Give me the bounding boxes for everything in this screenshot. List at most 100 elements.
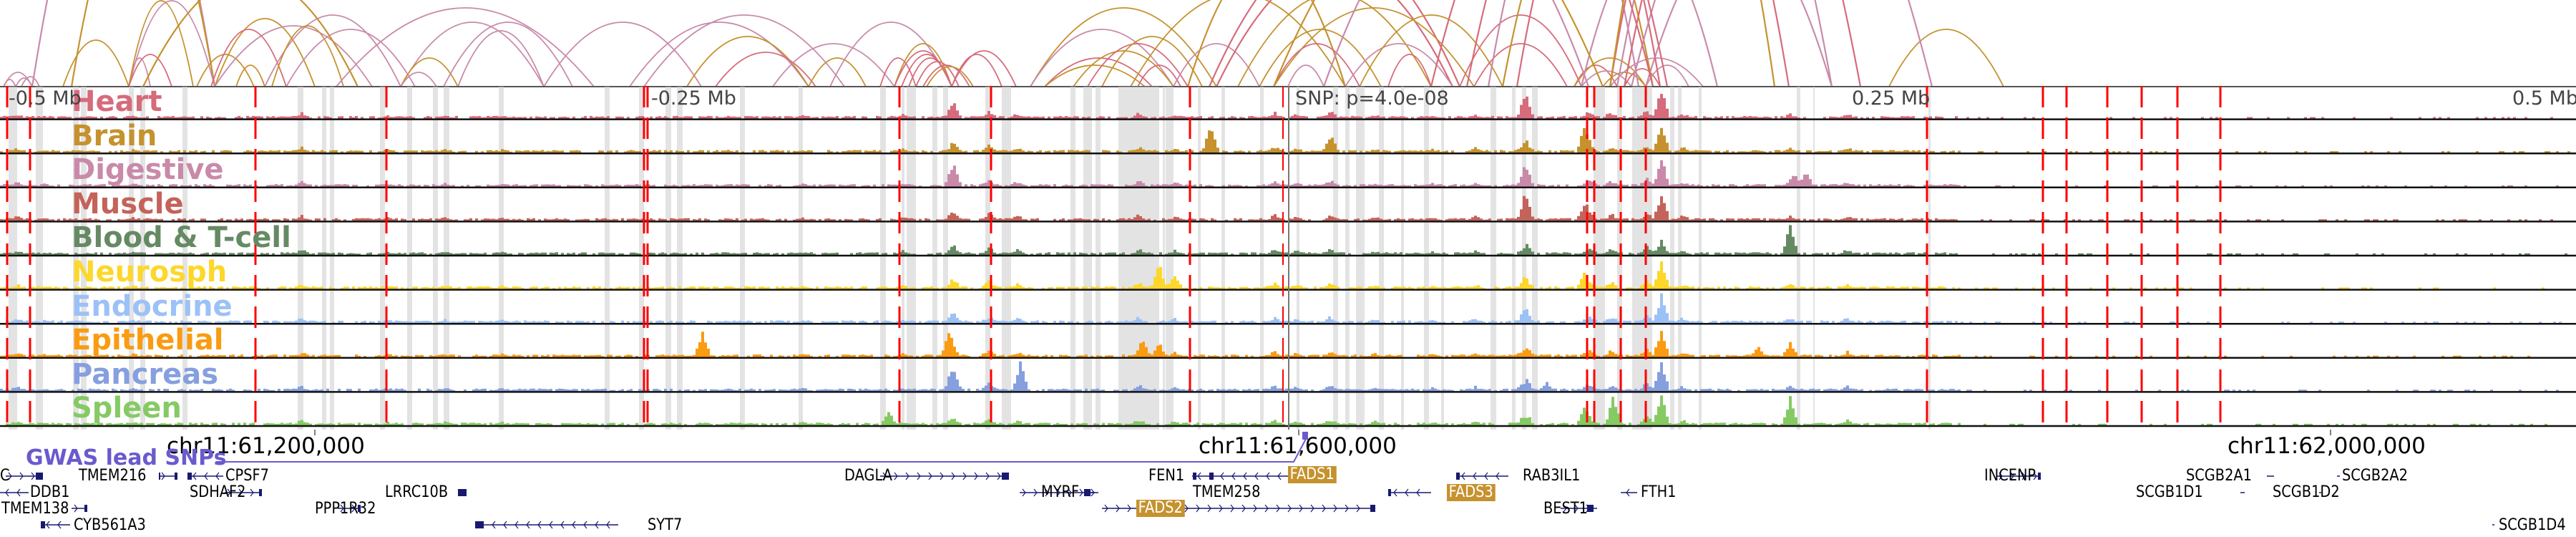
gene-label-myrf[interactable]: MYRF: [1041, 483, 1080, 501]
gene-label-fth1[interactable]: FTH1: [1641, 483, 1677, 501]
loop-arc: [1030, 7, 1217, 87]
highlight-band: [1632, 86, 1652, 430]
gene-label-fads1[interactable]: FADS1: [1288, 466, 1337, 483]
gene-label-scgb2a2[interactable]: SCGB2A2: [2342, 467, 2408, 485]
gene-label-cyb561a3[interactable]: CYB561A3: [74, 516, 146, 534]
highlight-band: [1096, 86, 1101, 430]
loop-arc: [196, 54, 255, 87]
loop-arc: [214, 25, 373, 87]
highlight-band: [1333, 86, 1338, 430]
highlight-band: [182, 86, 187, 430]
gene-model: [1561, 504, 1597, 513]
gene-label-tmem258[interactable]: TMEM258: [1193, 483, 1261, 501]
gene-model: [1020, 488, 1098, 497]
gene-model: [41, 521, 70, 529]
gene-label-scgb1d2[interactable]: SCGB1D2: [2273, 483, 2340, 501]
loop-arc: [336, 7, 595, 87]
gene-label-scgb1d1[interactable]: SCGB1D1: [2136, 483, 2203, 501]
gene-label-ddb1[interactable]: DDB1: [30, 483, 70, 501]
gene-label-fads3[interactable]: FADS3: [1447, 484, 1496, 501]
highlight-band: [1522, 86, 1526, 430]
loop-arc: [443, 21, 573, 87]
signal-bars: [0, 331, 2530, 357]
scale-label-025: 0.25 Mb: [1852, 87, 1931, 110]
highlight-band: [1166, 86, 1174, 430]
gene-model: [1456, 472, 1508, 480]
gene-label-syt7[interactable]: SYT7: [648, 516, 683, 534]
loop-arc: [915, 61, 960, 87]
highlight-band: [985, 86, 990, 430]
highlight-band: [140, 86, 145, 430]
loop-arc: [686, 36, 809, 87]
gene-model: [1388, 488, 1431, 497]
highlight-band: [81, 86, 87, 430]
track-label-pancreas: Pancreas: [72, 357, 219, 391]
loop-arc: [643, 14, 845, 87]
gene-model: [6, 472, 43, 480]
highlight-band: [1928, 86, 1931, 430]
loop-arc: [457, 30, 545, 87]
gene-label-cpsf7[interactable]: CPSF7: [225, 467, 269, 485]
signal-bars: [0, 195, 2553, 221]
gene-label-tmem138[interactable]: TMEM138: [1, 500, 69, 518]
loop-arc: [1459, 14, 1582, 87]
highlight-band: [36, 86, 43, 430]
loop-arc: [1186, 0, 1347, 87]
loop-arc: [894, 43, 952, 87]
gene-label-fads2[interactable]: FADS2: [1136, 500, 1185, 517]
gene-label-tmem216[interactable]: TMEM216: [79, 467, 147, 485]
gene-label-ppp1r32[interactable]: PPP1R32: [315, 500, 376, 518]
gene-model: [1086, 489, 1095, 496]
loop-arc: [1624, 68, 1661, 87]
signal-bars: [0, 94, 2553, 119]
loop-arc: [1473, 43, 1568, 87]
loop-arc: [922, 64, 970, 87]
highlight-band: [1424, 86, 1429, 430]
track-label-endocrine: Endocrine: [72, 289, 233, 323]
gene-label-c[interactable]: C: [0, 467, 10, 485]
loop-arc: [1345, 43, 1453, 87]
loop-arc: [951, 54, 1002, 87]
gene-model: [458, 489, 467, 496]
loop-arc: [400, 21, 545, 87]
loop-arc: [1130, 0, 1346, 87]
gene-model: [225, 488, 262, 497]
highlight-band: [433, 86, 438, 430]
loop-arc: [926, 66, 974, 87]
gene-label-scgb1d4[interactable]: SCGB1D4: [2499, 516, 2566, 534]
gene-label-dagla[interactable]: DAGLA: [844, 467, 892, 485]
loop-arc: [128, 0, 215, 87]
gene-label-rab3il1[interactable]: RAB3IL1: [1523, 467, 1581, 485]
gene-label-incenp[interactable]: INCENP: [1984, 467, 2036, 485]
loop-arc: [1888, 29, 2004, 87]
gene-model: [475, 521, 618, 529]
gene-model: [72, 504, 87, 513]
loop-arc: [1273, 43, 1360, 87]
highlight-band: [1401, 86, 1404, 430]
loop-arc: [62, 39, 130, 87]
loop-arc: [1044, 57, 1153, 87]
gene-model: [1192, 472, 1288, 480]
track-label-muscle: Muscle: [72, 187, 184, 221]
gene-label-best1[interactable]: BEST1: [1543, 500, 1588, 518]
loop-arc: [1359, 14, 1503, 87]
loop-arc: [1216, 0, 1453, 87]
highlight-band: [1670, 86, 1674, 430]
highlight-band: [740, 86, 745, 430]
highlight-band: [943, 86, 948, 430]
loop-arc: [951, 50, 1017, 87]
loop-arc: [1644, 0, 1833, 87]
gene-label-scgb2a1[interactable]: SCGB2A1: [2186, 467, 2252, 485]
loop-arc: [235, 64, 265, 87]
loop-arc: [715, 52, 816, 87]
loop-arc: [629, 21, 809, 87]
gene-label-sdhaf2[interactable]: SDHAF2: [190, 483, 246, 501]
track-label-brain: Brain: [72, 119, 157, 153]
gene-label-lrrc10b[interactable]: LRRC10B: [385, 483, 449, 501]
gene-label-fen1[interactable]: FEN1: [1148, 467, 1185, 485]
gene-model: [338, 504, 361, 513]
loop-arc: [1087, 43, 1189, 87]
loop-arc: [400, 57, 459, 87]
loop-arc: [772, 43, 895, 87]
loop-arc: [543, 21, 702, 87]
